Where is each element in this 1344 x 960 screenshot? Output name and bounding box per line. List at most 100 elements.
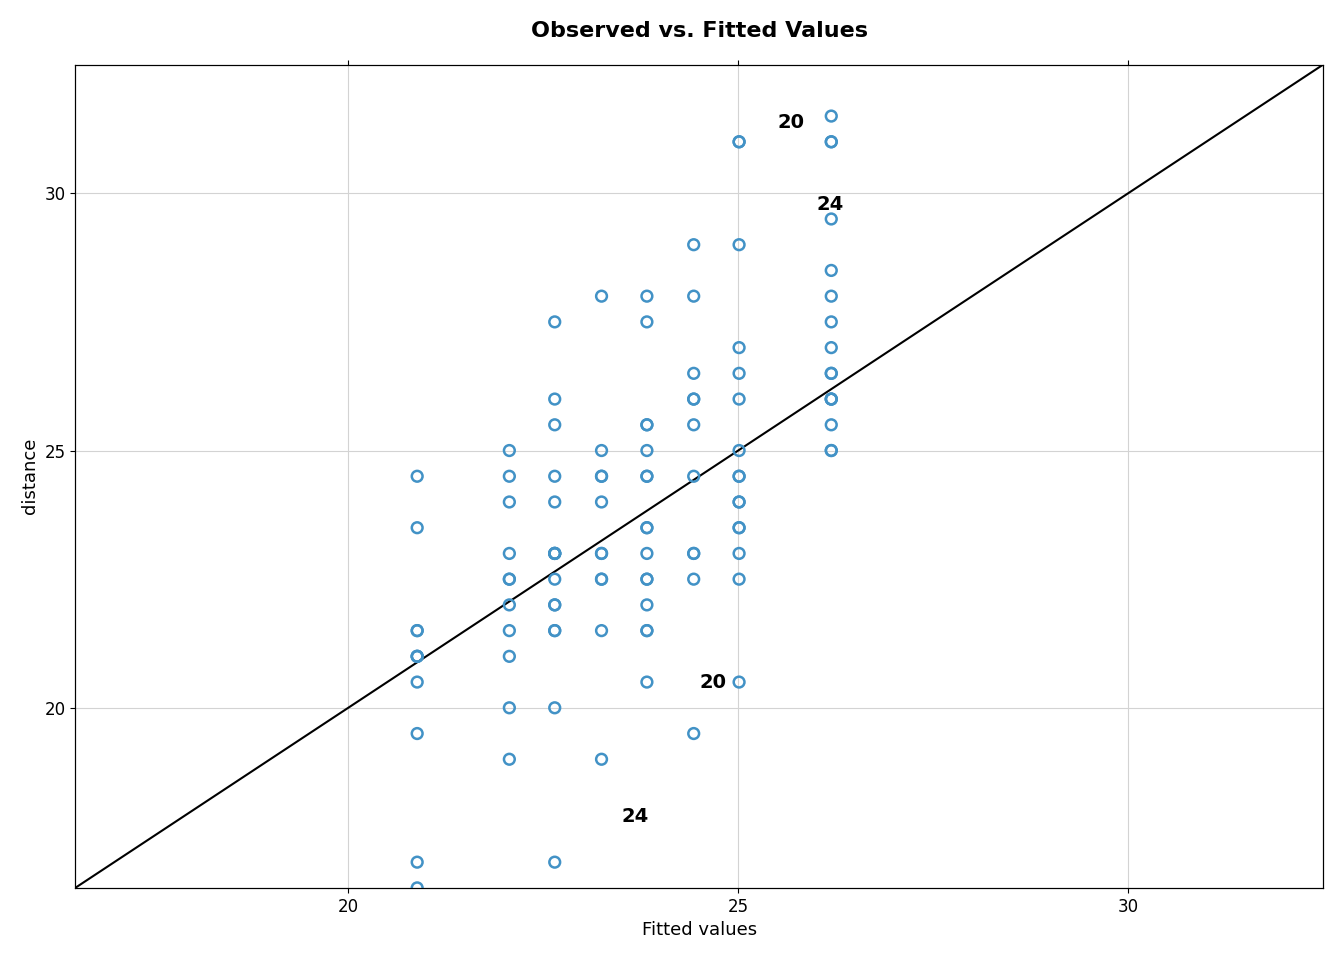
Point: [683, 392, 704, 407]
Point: [728, 134, 750, 150]
Point: [728, 520, 750, 536]
Point: [820, 443, 841, 458]
Point: [591, 288, 613, 303]
Point: [499, 494, 520, 510]
Point: [820, 392, 841, 407]
Point: [683, 726, 704, 741]
Point: [728, 674, 750, 689]
Point: [406, 726, 427, 741]
Point: [683, 417, 704, 432]
Point: [591, 468, 613, 484]
Point: [820, 340, 841, 355]
Point: [636, 623, 657, 638]
Point: [591, 571, 613, 587]
Point: [820, 288, 841, 303]
Point: [544, 494, 566, 510]
Point: [728, 366, 750, 381]
Point: [499, 700, 520, 715]
Point: [636, 314, 657, 329]
Point: [406, 854, 427, 870]
Point: [544, 597, 566, 612]
Point: [636, 417, 657, 432]
Point: [728, 468, 750, 484]
Point: [636, 443, 657, 458]
Point: [544, 854, 566, 870]
Point: [544, 623, 566, 638]
Point: [728, 443, 750, 458]
Point: [728, 340, 750, 355]
Point: [406, 468, 427, 484]
Point: [406, 649, 427, 664]
Point: [544, 545, 566, 561]
Text: 20: 20: [699, 673, 726, 692]
Point: [544, 417, 566, 432]
Point: [636, 571, 657, 587]
X-axis label: Fitted values: Fitted values: [641, 922, 757, 939]
Point: [544, 623, 566, 638]
Point: [591, 571, 613, 587]
Point: [591, 443, 613, 458]
Point: [499, 545, 520, 561]
Point: [636, 468, 657, 484]
Point: [683, 545, 704, 561]
Point: [636, 623, 657, 638]
Point: [820, 417, 841, 432]
Point: [406, 880, 427, 896]
Point: [636, 288, 657, 303]
Point: [683, 468, 704, 484]
Text: 20: 20: [777, 112, 804, 132]
Point: [728, 392, 750, 407]
Point: [728, 494, 750, 510]
Point: [591, 545, 613, 561]
Point: [820, 366, 841, 381]
Point: [728, 545, 750, 561]
Text: 24: 24: [621, 807, 648, 827]
Point: [820, 134, 841, 150]
Point: [636, 597, 657, 612]
Point: [636, 520, 657, 536]
Point: [820, 263, 841, 278]
Point: [591, 545, 613, 561]
Point: [636, 468, 657, 484]
Point: [820, 211, 841, 227]
Point: [820, 314, 841, 329]
Point: [683, 571, 704, 587]
Title: Observed vs. Fitted Values: Observed vs. Fitted Values: [531, 21, 868, 41]
Point: [544, 545, 566, 561]
Point: [406, 623, 427, 638]
Point: [591, 494, 613, 510]
Point: [728, 468, 750, 484]
Point: [406, 649, 427, 664]
Point: [406, 649, 427, 664]
Point: [499, 571, 520, 587]
Point: [683, 288, 704, 303]
Point: [728, 134, 750, 150]
Point: [820, 392, 841, 407]
Point: [728, 520, 750, 536]
Point: [544, 468, 566, 484]
Point: [544, 545, 566, 561]
Point: [820, 443, 841, 458]
Point: [544, 545, 566, 561]
Point: [591, 623, 613, 638]
Point: [544, 392, 566, 407]
Point: [728, 571, 750, 587]
Point: [636, 571, 657, 587]
Point: [820, 366, 841, 381]
Point: [499, 468, 520, 484]
Point: [636, 417, 657, 432]
Point: [499, 597, 520, 612]
Text: 24: 24: [816, 195, 844, 214]
Point: [544, 571, 566, 587]
Point: [820, 108, 841, 124]
Point: [544, 700, 566, 715]
Point: [683, 237, 704, 252]
Point: [544, 597, 566, 612]
Point: [499, 623, 520, 638]
Point: [591, 468, 613, 484]
Point: [820, 134, 841, 150]
Point: [636, 674, 657, 689]
Point: [728, 237, 750, 252]
Point: [544, 314, 566, 329]
Point: [499, 571, 520, 587]
